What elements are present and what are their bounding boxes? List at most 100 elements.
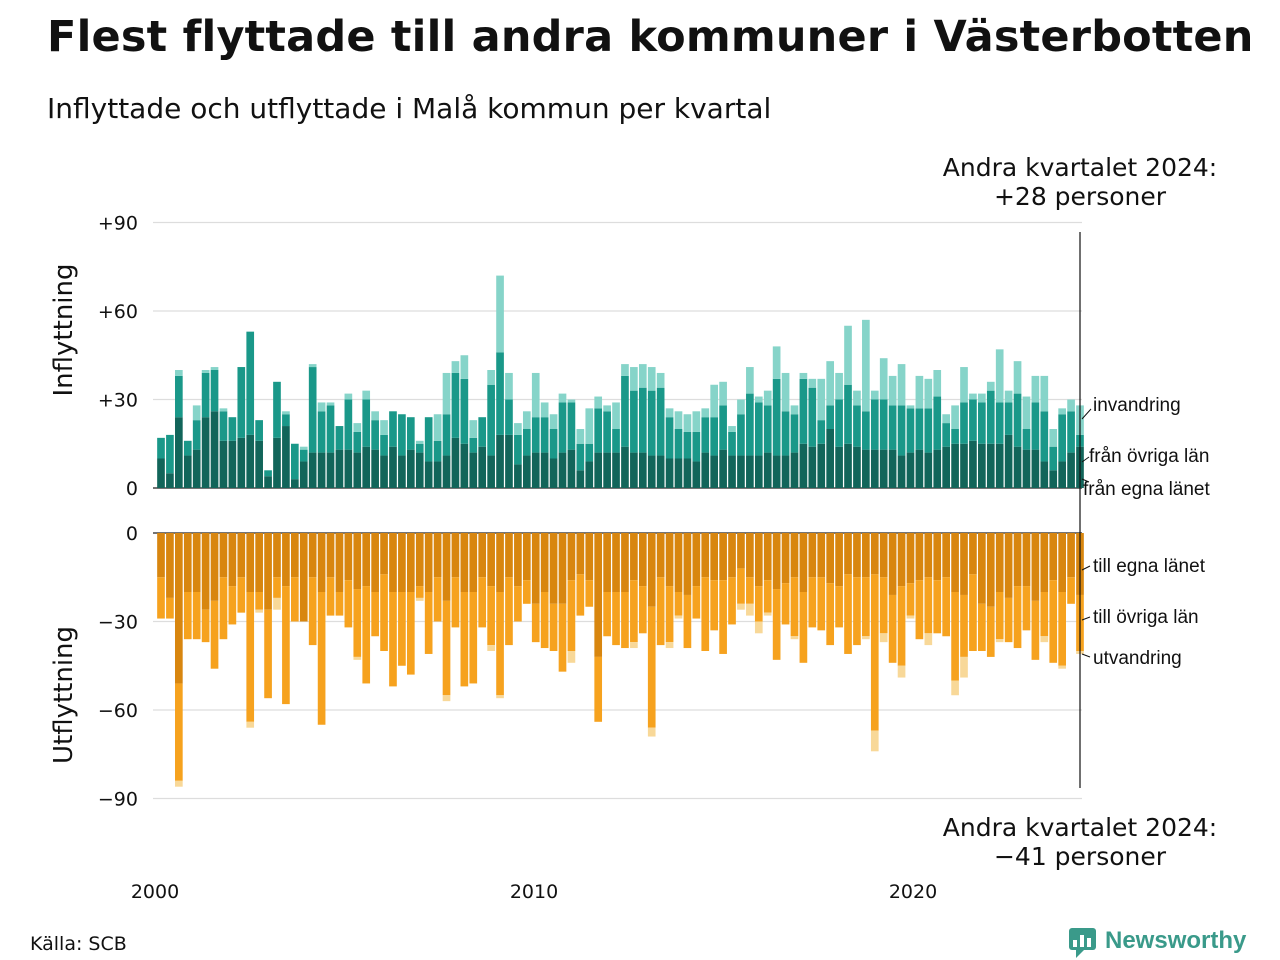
bar-ut-till-övriga-län — [692, 586, 701, 619]
bar-ut-till-egna-länet — [496, 533, 504, 592]
bar-in-från-övriga-län — [656, 387, 665, 456]
y-tick-label: −90 — [98, 789, 138, 811]
bar-in-från-egna-länet — [817, 443, 826, 488]
bar-ut-till-egna-länet — [228, 533, 237, 587]
bar-in-från-övriga-län — [665, 417, 674, 459]
bar-in-från-övriga-län — [264, 470, 272, 477]
bar-ut-till-egna-länet — [433, 533, 442, 578]
bar-ut-till-egna-länet — [308, 533, 317, 578]
bar-ut-till-övriga-län — [451, 577, 460, 628]
bar-in-från-övriga-län — [683, 431, 692, 459]
bar-in-invandring — [540, 402, 549, 418]
bar-in-från-övriga-län — [406, 417, 415, 450]
bar-ut-till-egna-länet — [344, 533, 353, 581]
bar-ut-till-övriga-län — [567, 580, 576, 651]
bar-ut-till-egna-länet — [451, 533, 460, 578]
bar-in-från-övriga-län — [692, 431, 701, 462]
bar-ut-till-övriga-län — [175, 683, 183, 781]
bar-in-från-egna-länet — [612, 452, 620, 488]
bar-ut-till-egna-länet — [469, 533, 478, 592]
bar-in-från-egna-länet — [415, 452, 424, 488]
bar-ut-till-egna-länet — [380, 533, 388, 575]
bar-ut-till-övriga-län — [790, 577, 799, 637]
bar-in-från-övriga-län — [175, 375, 183, 418]
bar-in-invandring — [808, 378, 817, 388]
bar-in-invandring — [969, 393, 977, 400]
bar-ut-till-egna-länet — [175, 533, 183, 684]
bar-ut-utvandring — [790, 636, 799, 640]
bar-ut-till-egna-länet — [737, 533, 745, 569]
bar-ut-till-övriga-län — [621, 592, 629, 649]
bar-ut-till-övriga-län — [772, 589, 781, 660]
bar-in-från-övriga-län — [540, 417, 549, 453]
bar-ut-till-övriga-län — [853, 577, 861, 646]
bar-in-invandring — [469, 420, 478, 438]
bar-ut-till-övriga-län — [183, 592, 192, 640]
bar-in-invandring — [763, 390, 772, 406]
bar-in-invandring — [638, 364, 647, 388]
bar-ut-till-egna-länet — [166, 533, 174, 598]
bar-ut-utvandring — [960, 656, 968, 678]
bar-in-invandring — [514, 423, 522, 435]
bar-ut-till-egna-länet — [585, 533, 594, 581]
bar-ut-till-egna-länet — [362, 533, 371, 587]
bar-in-invandring — [701, 408, 710, 418]
bar-in-från-egna-länet — [157, 458, 165, 488]
bar-in-invandring — [1040, 375, 1049, 412]
bar-ut-till-egna-länet — [478, 533, 487, 578]
bar-in-invandring — [772, 346, 781, 379]
bar-in-från-egna-länet — [371, 449, 379, 488]
bar-ut-till-egna-länet — [273, 533, 281, 578]
bar-in-från-övriga-län — [362, 399, 371, 447]
bar-ut-till-egna-länet — [594, 533, 603, 657]
bar-in-invandring — [1022, 396, 1031, 429]
bar-ut-till-övriga-län — [719, 580, 727, 654]
source-note: Källa: SCB — [30, 933, 127, 955]
bar-ut-utvandring — [879, 633, 888, 643]
bar-ut-till-övriga-län — [1058, 592, 1066, 666]
callout-top-line2: +28 personer — [994, 182, 1167, 211]
bar-ut-till-övriga-län — [656, 577, 665, 646]
bar-ut-till-övriga-län — [781, 583, 790, 625]
y-axis-title-utflyttning: Utflyttning — [49, 626, 79, 764]
bar-ut-till-egna-länet — [1013, 533, 1022, 587]
bar-ut-utvandring — [924, 633, 933, 646]
bar-in-från-övriga-län — [522, 429, 531, 456]
bar-in-från-egna-länet — [594, 452, 603, 488]
bar-ut-till-övriga-län — [835, 586, 843, 628]
bar-in-invandring — [1067, 399, 1075, 412]
bar-in-från-övriga-län — [389, 411, 397, 447]
bar-in-från-övriga-län — [219, 411, 228, 441]
bar-in-från-övriga-län — [924, 408, 933, 453]
bar-ut-till-övriga-län — [1013, 586, 1022, 649]
bar-ut-utvandring — [175, 780, 183, 787]
bar-in-från-övriga-län — [951, 429, 959, 444]
bar-ut-till-egna-länet — [728, 533, 736, 578]
bar-in-från-egna-länet — [728, 455, 736, 488]
bar-in-från-egna-länet — [799, 443, 808, 488]
bar-in-från-övriga-län — [371, 420, 379, 450]
bar-ut-utvandring — [870, 730, 879, 752]
bar-in-från-egna-länet — [879, 449, 888, 488]
bar-ut-till-övriga-län — [737, 568, 745, 604]
bar-in-från-övriga-län — [201, 372, 210, 418]
brand-text: Newsworthy — [1105, 927, 1247, 954]
bar-in-från-övriga-län — [1031, 402, 1040, 450]
bar-in-från-övriga-län — [1049, 446, 1058, 471]
bar-ut-till-egna-länet — [995, 533, 1004, 592]
bar-ut-till-egna-länet — [763, 533, 772, 581]
bar-in-från-egna-länet — [826, 429, 835, 488]
bar-in-från-övriga-län — [317, 411, 326, 453]
bar-ut-utvandring — [273, 597, 281, 610]
bar-ut-till-övriga-län — [888, 594, 897, 663]
bar-ut-till-övriga-län — [612, 592, 620, 646]
bar-in-från-övriga-län — [728, 431, 736, 456]
bar-in-från-övriga-län — [933, 396, 942, 450]
bar-in-från-egna-länet — [505, 434, 513, 488]
bar-in-från-övriga-län — [192, 420, 201, 450]
bar-in-från-övriga-län — [576, 443, 585, 471]
bar-ut-till-egna-länet — [317, 533, 326, 592]
bar-in-från-övriga-län — [228, 417, 237, 441]
bar-in-invandring — [933, 370, 942, 397]
bar-ut-till-övriga-län — [826, 583, 835, 646]
